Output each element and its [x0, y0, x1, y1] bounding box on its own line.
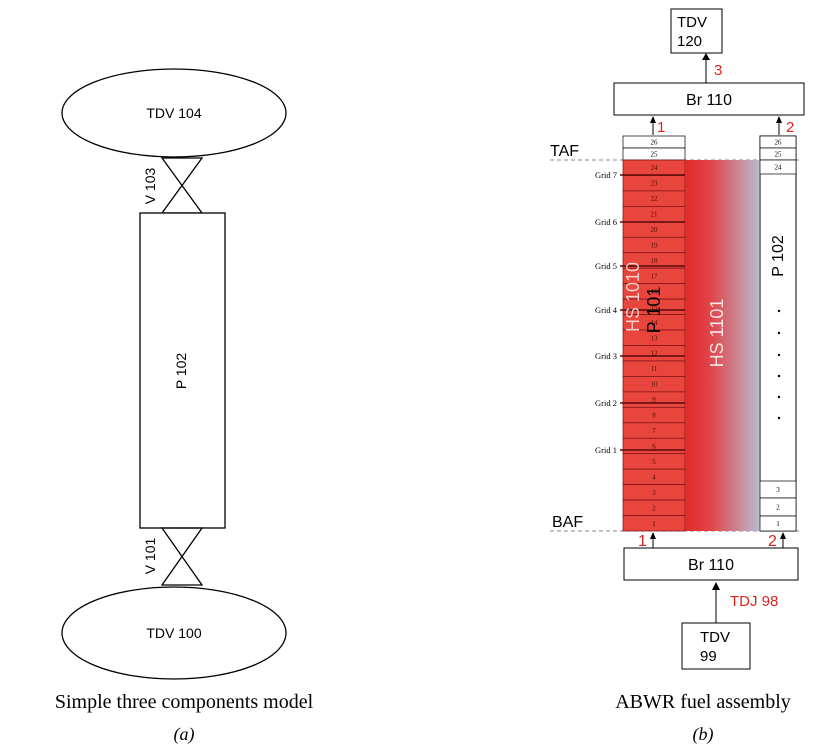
grid-label: Grid 3: [595, 351, 617, 361]
p101-cell-number: 2: [652, 504, 656, 512]
grid-label: Grid 6: [595, 217, 617, 227]
top-junction-number: 3: [714, 62, 722, 79]
top-tdv-line2: 120: [677, 33, 702, 50]
p101-bottom-inlet-arrowhead: [650, 532, 656, 539]
top-tdv-box: [670, 8, 723, 54]
p101-top-outlet-arrowhead: [650, 116, 656, 123]
p102-ellipsis-dots: [777, 309, 781, 420]
grid-label: Grid 4: [595, 305, 618, 315]
p102-top-cells: 26 25 24: [759, 135, 797, 175]
p101-cell-number: 5: [652, 458, 656, 466]
p101-cell-number: 17: [651, 272, 659, 280]
p101-cell-number: 4: [652, 473, 656, 481]
p101-cell-number: 18: [651, 257, 659, 265]
diagram-a: TDV 104 V 103 P 102 V 101 TDV 100 Simple…: [55, 68, 314, 745]
diagram-b: TDV 120 3 Br 110 1 2 TAF BAF 26252423222…: [550, 8, 805, 745]
grid-label: Grid 7: [595, 170, 617, 180]
grid-label: Grid 5: [595, 261, 617, 271]
top-branch-label: Br 110: [686, 92, 732, 109]
sub-caption-a: (a): [174, 724, 195, 745]
bottom-branch-label: Br 110: [688, 557, 734, 574]
p102-cell-number: 2: [776, 504, 780, 512]
p101-bottom-inlet-number: 1: [638, 533, 647, 550]
p101-cell-number: 7: [652, 427, 656, 435]
p102-bottom-inlet-arrowhead: [780, 532, 786, 539]
p101-cell-number: 22: [651, 195, 659, 203]
p102-bottom-inlet-number: 2: [768, 533, 777, 550]
p101-cell-number: 21: [651, 211, 659, 219]
grid-markers: Grid 7 Grid 6 Grid 5 Grid 4 Grid 3 Grid 2 Grid…: [595, 170, 686, 455]
bottom-branch-box: [623, 547, 799, 581]
p102-top-outlet-number: 2: [786, 119, 794, 136]
bottom-tdv-line2: 99: [700, 648, 717, 665]
pipe-shape: [139, 212, 226, 529]
bottom-tdv-line1: TDV: [700, 629, 730, 646]
p102-cell-number: 1: [776, 520, 780, 528]
top-valve-label: V 103: [142, 167, 158, 204]
p101-cell-number: 8: [652, 412, 656, 420]
p102-label: P 102: [770, 235, 787, 277]
pipe-label: P 102: [173, 353, 189, 390]
p102-top-outlet-arrowhead: [776, 116, 782, 123]
sub-caption-b: (b): [693, 724, 714, 745]
p102-cell: [759, 159, 797, 175]
tdj-arrowhead: [712, 582, 720, 590]
taf-label: TAF: [550, 143, 579, 160]
hs-wall-label: HS 1101: [707, 299, 727, 368]
p102-cell-number: 25: [775, 151, 783, 159]
p101-cell-number: 25: [651, 151, 659, 159]
p101-top-outlet-number: 1: [657, 119, 665, 136]
top-tdv-line1: TDV: [677, 14, 707, 31]
caption-a: Simple three components model: [55, 691, 314, 713]
bottom-volume-label: TDV 100: [146, 625, 201, 641]
p101-cell-number: 19: [651, 242, 659, 250]
p102-bottom-cells: 3 2 1: [759, 480, 797, 532]
top-junction-arrowhead: [702, 53, 710, 60]
p101-cell-number: 12: [651, 350, 659, 358]
p101-cell-number: 1: [652, 520, 656, 528]
p101-cell-number: 6: [652, 442, 656, 450]
p101-cell-number: 11: [651, 365, 658, 373]
p101-cell-number: 9: [652, 396, 656, 404]
top-volume-shape: [61, 68, 287, 158]
p101-cell-number: 15: [651, 303, 659, 311]
top-branch-box: [613, 82, 805, 116]
caption-b: ABWR fuel assembly: [615, 691, 791, 713]
tdj-label: TDJ 98: [730, 593, 778, 610]
bottom-volume-shape: [61, 586, 287, 680]
p102-cell-number: 3: [776, 486, 780, 494]
p102-cell-number: 24: [775, 164, 783, 172]
p101-cell-number: 3: [652, 489, 656, 497]
p101-cell-number: 24: [651, 164, 659, 172]
top-valve-shape: [160, 157, 204, 214]
hs-fuel-label: HS 1010: [623, 262, 643, 332]
top-volume-label: TDV 104: [146, 105, 201, 121]
p101-cell-number: 10: [651, 381, 659, 389]
p101-cell-number: 23: [651, 180, 659, 188]
bottom-valve-label: V 101: [142, 537, 158, 574]
p101-cell-number: 13: [651, 334, 659, 342]
pipe-fuel-label: P 101: [644, 287, 664, 334]
p101-cell-number: 20: [651, 226, 659, 234]
p101-cell-number: 16: [651, 288, 659, 296]
bottom-valve-shape: [160, 527, 204, 586]
p102-cell-number: 26: [775, 139, 783, 147]
grid-label: Grid 1: [595, 445, 617, 455]
grid-label: Grid 2: [595, 398, 617, 408]
hs-wall-shape: [685, 160, 759, 531]
baf-label: BAF: [552, 514, 583, 531]
p101-cell-number: 14: [651, 319, 659, 327]
bottom-tdv-box: [681, 622, 751, 670]
p101-cell-number: 26: [651, 139, 659, 147]
p102-cell: [759, 515, 797, 532]
